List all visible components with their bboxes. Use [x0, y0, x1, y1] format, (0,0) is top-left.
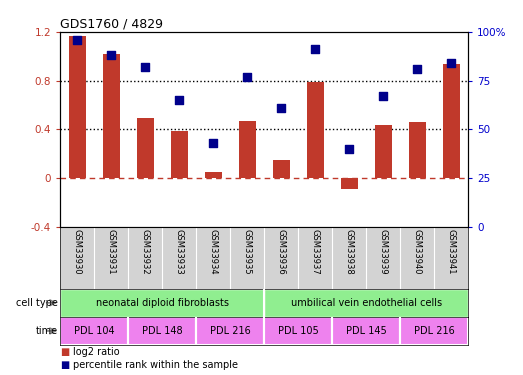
Text: percentile rank within the sample: percentile rank within the sample: [73, 360, 238, 370]
Bar: [264, 289, 468, 317]
Bar: [332, 317, 400, 345]
Text: ■: ■: [60, 346, 70, 357]
Bar: [408, 122, 426, 178]
Point: [413, 66, 422, 72]
Text: cell type: cell type: [16, 298, 58, 308]
Text: GSM33941: GSM33941: [447, 230, 456, 275]
Text: neonatal diploid fibroblasts: neonatal diploid fibroblasts: [96, 298, 229, 308]
Text: PDL 148: PDL 148: [142, 326, 183, 336]
Point: [243, 74, 252, 80]
Text: GSM33935: GSM33935: [243, 230, 252, 275]
Text: log2 ratio: log2 ratio: [73, 346, 120, 357]
Point: [345, 146, 354, 152]
Bar: [170, 130, 188, 178]
Text: PDL 104: PDL 104: [74, 326, 115, 336]
Bar: [272, 160, 290, 178]
Text: GSM33932: GSM33932: [141, 230, 150, 275]
Bar: [400, 317, 468, 345]
Bar: [60, 317, 128, 345]
Point: [277, 105, 286, 111]
Point: [379, 93, 388, 99]
Point: [107, 52, 116, 58]
Text: GSM33939: GSM33939: [379, 230, 388, 275]
Point: [73, 37, 82, 43]
Text: ■: ■: [60, 360, 70, 370]
Bar: [196, 317, 264, 345]
Bar: [264, 317, 332, 345]
Text: PDL 105: PDL 105: [278, 326, 319, 336]
Bar: [137, 118, 154, 178]
Text: GDS1760 / 4829: GDS1760 / 4829: [60, 18, 163, 31]
Point: [141, 64, 150, 70]
Text: GSM33931: GSM33931: [107, 230, 116, 275]
Bar: [238, 121, 256, 178]
Bar: [69, 36, 86, 178]
Point: [175, 97, 184, 103]
Text: PDL 216: PDL 216: [414, 326, 454, 336]
Point: [311, 46, 320, 53]
Text: umbilical vein endothelial cells: umbilical vein endothelial cells: [291, 298, 441, 308]
Text: GSM33940: GSM33940: [413, 230, 422, 275]
Bar: [340, 178, 358, 189]
Text: PDL 145: PDL 145: [346, 326, 386, 336]
Point: [209, 140, 218, 146]
Bar: [204, 172, 222, 178]
Text: time: time: [36, 326, 58, 336]
Text: GSM33936: GSM33936: [277, 230, 286, 275]
Point: [447, 60, 456, 66]
Bar: [60, 289, 264, 317]
Text: PDL 216: PDL 216: [210, 326, 251, 336]
Bar: [374, 124, 392, 178]
Bar: [128, 317, 196, 345]
Text: GSM33930: GSM33930: [73, 230, 82, 275]
Text: GSM33937: GSM33937: [311, 230, 320, 275]
Bar: [306, 82, 324, 178]
Bar: [103, 54, 120, 178]
Bar: [442, 63, 460, 178]
Text: GSM33934: GSM33934: [209, 230, 218, 275]
Text: GSM33938: GSM33938: [345, 230, 354, 275]
Text: GSM33933: GSM33933: [175, 230, 184, 275]
